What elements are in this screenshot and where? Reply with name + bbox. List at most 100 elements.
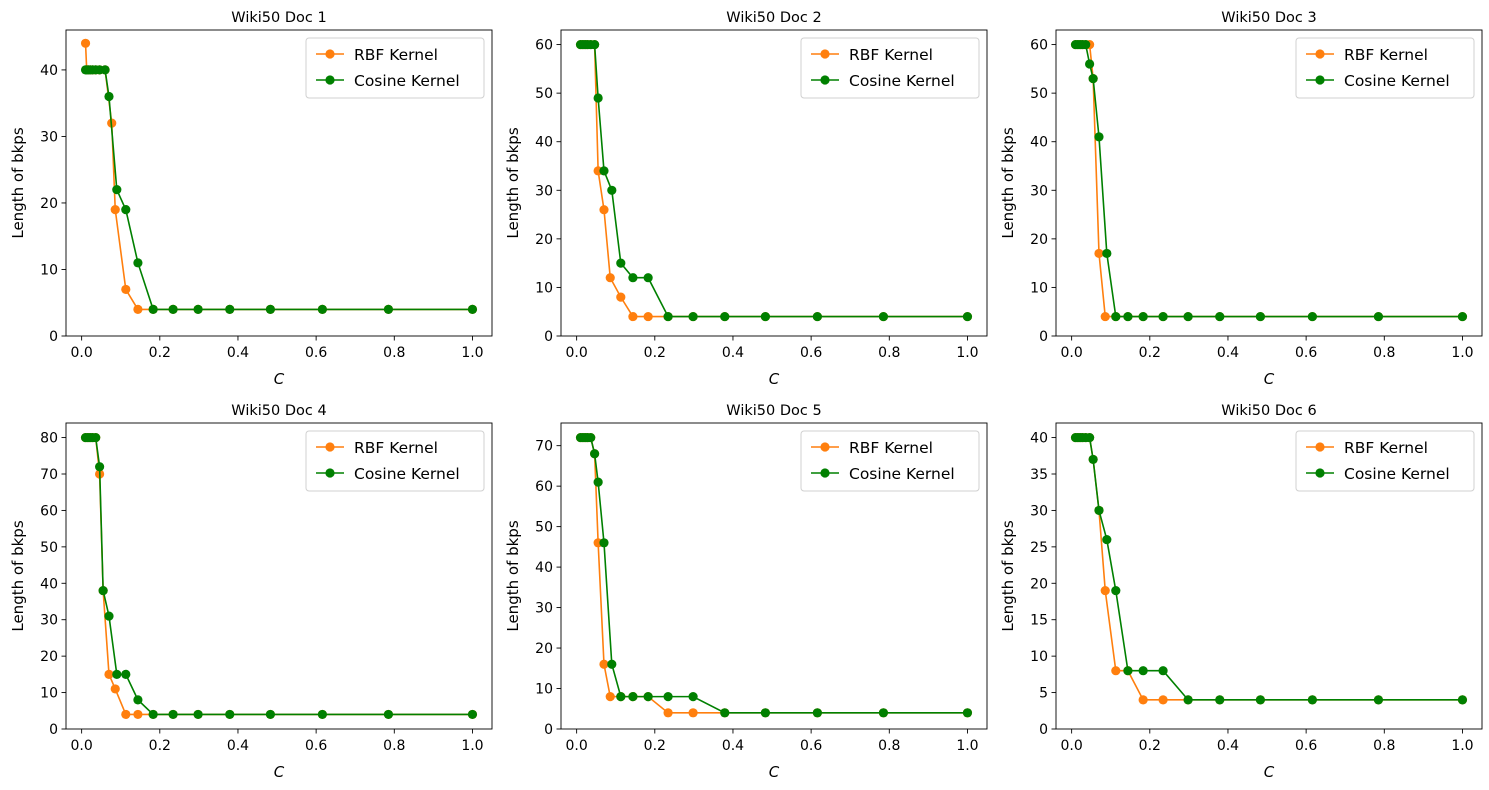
data-point xyxy=(98,585,108,596)
data-point xyxy=(1183,695,1193,705)
data-point xyxy=(962,311,973,322)
data-point xyxy=(1138,666,1148,676)
x-tick-label: 0.0 xyxy=(71,345,93,361)
data-point xyxy=(104,91,114,102)
data-point xyxy=(663,311,673,322)
data-point xyxy=(148,304,158,314)
subplot-3: Wiki50 Doc 3 0.0 0.2 0.4 0.6 0.8 1.0 0 10 20 30 40 5… xyxy=(999,10,1483,388)
data-point xyxy=(112,669,122,679)
data-point xyxy=(760,311,771,322)
y-tick-label: 60 xyxy=(1030,38,1048,54)
y-axis-label: Length of bkps xyxy=(504,520,522,631)
y-tick-label: 40 xyxy=(1030,431,1048,447)
x-axis-label: C xyxy=(1264,370,1275,388)
subplot-title: Wiki50 Doc 4 xyxy=(231,403,326,419)
legend-frame xyxy=(305,37,485,99)
y-tick-label: 30 xyxy=(40,129,58,145)
x-tick-label: 0.6 xyxy=(305,738,327,754)
x-axis-label: C xyxy=(274,763,285,781)
data-point xyxy=(1094,505,1104,516)
legend-label: Cosine Kernel xyxy=(1344,465,1450,483)
x-tick-label: 0.2 xyxy=(149,738,171,754)
y-tick-label: 60 xyxy=(535,479,553,495)
y-tick-label: 20 xyxy=(40,196,58,212)
y-tick-label: 25 xyxy=(1030,540,1048,556)
y-tick-label: 35 xyxy=(1030,467,1048,483)
data-point xyxy=(1158,695,1168,705)
data-point xyxy=(168,709,178,720)
subplot-title: Wiki50 Doc 2 xyxy=(726,10,821,26)
legend-marker xyxy=(1315,442,1325,452)
y-tick-label: 20 xyxy=(40,649,58,665)
legend-marker xyxy=(1315,49,1325,59)
x-tick-label: 0.2 xyxy=(1139,345,1161,361)
data-point xyxy=(104,611,114,621)
x-tick-label: 1.0 xyxy=(461,345,483,361)
subplot-title: Wiki50 Doc 3 xyxy=(1221,10,1316,26)
x-tick-label: 1.0 xyxy=(956,738,978,754)
legend: RBF Kernel Cosine Kernel xyxy=(800,430,980,492)
data-point xyxy=(1373,311,1384,322)
data-point xyxy=(1138,695,1148,705)
data-point xyxy=(121,669,131,679)
data-point xyxy=(599,205,609,215)
legend: RBF Kernel Cosine Kernel xyxy=(800,37,980,99)
legend-frame xyxy=(1295,37,1475,99)
legend-label: RBF Kernel xyxy=(354,439,438,457)
data-point xyxy=(133,709,143,720)
data-point xyxy=(586,432,596,443)
data-point xyxy=(467,709,478,720)
data-point xyxy=(1215,311,1225,322)
data-point xyxy=(1183,311,1193,322)
legend-frame xyxy=(800,37,980,99)
legend-marker xyxy=(1315,75,1325,85)
data-point xyxy=(1158,666,1168,676)
axes-frame xyxy=(560,29,988,337)
x-tick-label: 0.6 xyxy=(800,345,822,361)
y-axis-label: Length of bkps xyxy=(9,520,27,631)
x-tick-label: 0.2 xyxy=(1139,738,1161,754)
x-tick-label: 0.6 xyxy=(305,345,327,361)
y-tick-label: 10 xyxy=(40,686,58,702)
data-point xyxy=(133,258,143,268)
legend-label: RBF Kernel xyxy=(849,439,933,457)
data-point xyxy=(1111,585,1121,596)
y-tick-label: 10 xyxy=(40,262,58,278)
data-point xyxy=(688,311,698,322)
data-point xyxy=(628,273,638,283)
x-axis-label: C xyxy=(274,370,285,388)
data-point xyxy=(104,669,114,679)
y-tick-label: 0 xyxy=(49,329,58,345)
legend: RBF Kernel Cosine Kernel xyxy=(305,37,485,99)
data-point xyxy=(593,477,603,487)
axes-frame xyxy=(560,422,988,730)
data-point xyxy=(121,205,131,215)
y-tick-label: 50 xyxy=(40,540,58,556)
y-tick-label: 40 xyxy=(40,63,58,79)
data-point xyxy=(1123,311,1133,322)
series-line-cosine xyxy=(85,69,473,311)
data-point xyxy=(1085,59,1095,69)
data-point xyxy=(720,311,730,322)
y-tick-label: 50 xyxy=(535,86,553,102)
legend-marker xyxy=(325,49,335,59)
y-tick-label: 70 xyxy=(40,467,58,483)
legend-marker xyxy=(325,75,335,85)
y-tick-label: 40 xyxy=(1030,135,1048,151)
legend-label: Cosine Kernel xyxy=(354,465,460,483)
data-point xyxy=(225,304,235,314)
data-point xyxy=(590,39,600,50)
data-point xyxy=(225,709,235,720)
y-tick-label: 10 xyxy=(535,280,553,296)
y-tick-label: 10 xyxy=(1030,280,1048,296)
y-tick-label: 0 xyxy=(1039,722,1048,738)
legend: RBF Kernel Cosine Kernel xyxy=(1295,430,1475,492)
data-point xyxy=(599,659,609,669)
y-tick-label: 20 xyxy=(535,232,553,248)
data-point xyxy=(962,708,973,718)
y-tick-label: 5 xyxy=(1039,686,1048,702)
data-point xyxy=(1111,666,1121,676)
legend: RBF Kernel Cosine Kernel xyxy=(1295,37,1475,99)
y-tick-label: 60 xyxy=(40,503,58,519)
y-tick-label: 30 xyxy=(1030,503,1048,519)
